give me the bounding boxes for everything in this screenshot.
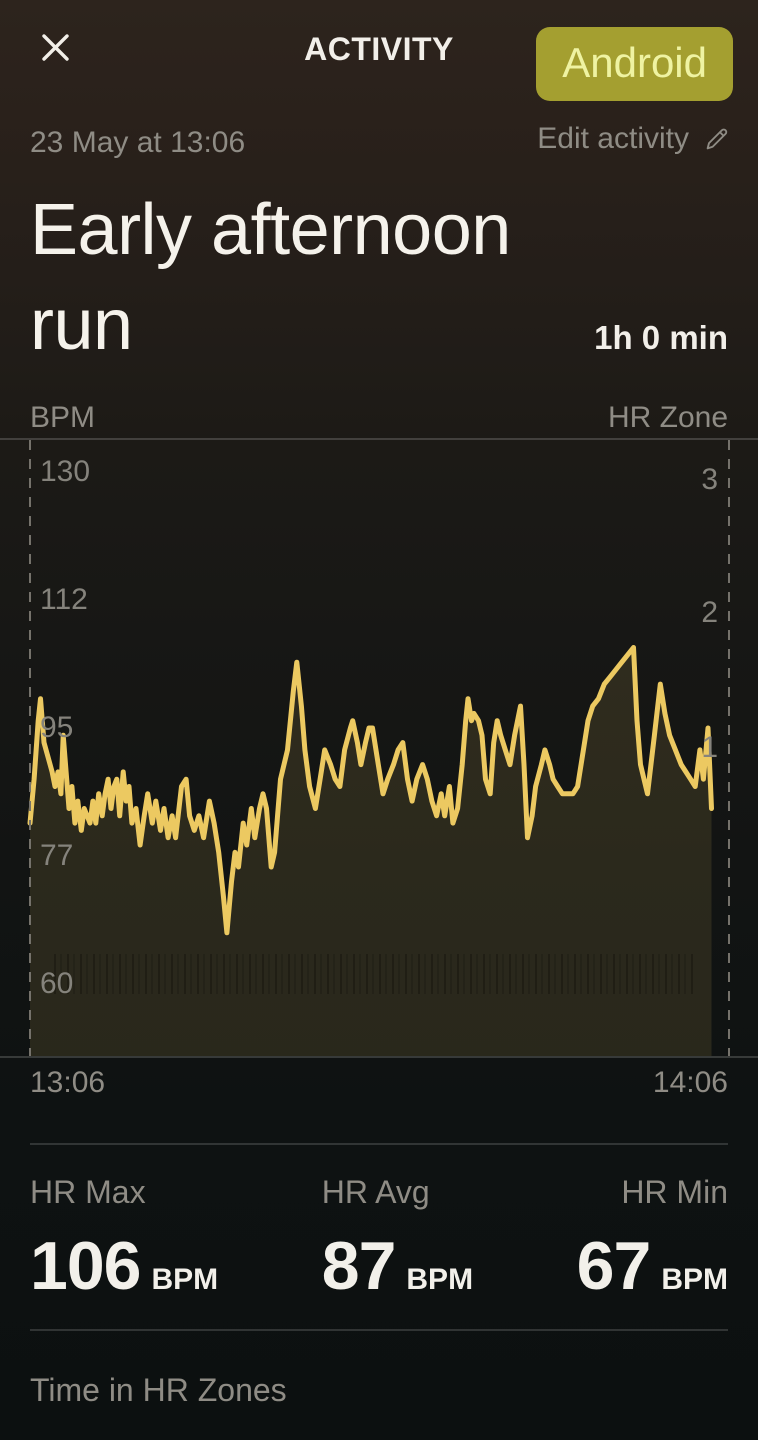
activity-duration: 1h 0 min (594, 319, 728, 356)
baseline-texture (54, 954, 694, 994)
zone-tick-2: 2 (701, 596, 718, 629)
chart-top-border (0, 438, 758, 440)
stat-hr-max: HR Max 106 BPM (30, 1174, 218, 1305)
stat-label: HR Avg (321, 1174, 430, 1210)
y-tick-112: 112 (40, 583, 88, 616)
activity-title-block: Early afternoon run 1h 0 min (30, 183, 728, 373)
activity-title-line1: Early afternoon (30, 190, 511, 270)
chart-axis-titles: BPM HR Zone (30, 401, 728, 435)
stat-value: 106 (30, 1228, 141, 1304)
stat-label: HR Min (621, 1174, 728, 1210)
time-in-hr-zones-title: Time in HR Zones (30, 1372, 287, 1408)
zone-tick-1: 1 (701, 731, 718, 764)
stat-hr-min: HR Min 67 BPM (577, 1174, 728, 1305)
chart-x-labels: 13:06 14:06 (30, 1066, 728, 1100)
zone-tick-3: 3 (701, 463, 718, 496)
pencil-icon (706, 128, 728, 150)
platform-badge[interactable]: Android (536, 27, 733, 101)
x-label-end: 14:06 (652, 1066, 728, 1099)
chart-right-dashed-line (728, 440, 730, 1056)
y-tick-60: 60 (40, 967, 74, 1000)
left-axis-title: BPM (30, 401, 96, 434)
stat-unit: BPM (661, 1263, 728, 1296)
stat-hr-avg: HR Avg 87 BPM (322, 1174, 473, 1305)
stat-value: 87 (321, 1228, 397, 1304)
stat-value: 67 (576, 1228, 652, 1304)
hr-area-fill (30, 647, 712, 1056)
right-axis-title: HR Zone (607, 401, 728, 434)
divider (30, 1143, 728, 1145)
y-tick-130: 130 (40, 455, 91, 488)
page-title: ACTIVITY (304, 31, 454, 67)
y-tick-95: 95 (40, 711, 74, 744)
divider (30, 1329, 728, 1331)
stat-unit: BPM (406, 1263, 474, 1296)
hr-line-chart (27, 645, 714, 1056)
heart-rate-chart[interactable]: 130 112 95 77 60 3 2 1 (0, 438, 758, 1058)
x-label-start: 13:06 (30, 1066, 106, 1099)
chart-left-dashed-line (29, 440, 31, 1056)
stat-label: HR Max (30, 1174, 146, 1210)
stat-unit: BPM (151, 1263, 219, 1296)
activity-datetime: 23 May at 13:06 (30, 126, 246, 159)
hr-line (27, 645, 714, 936)
close-icon (41, 33, 69, 61)
chart-bottom-axis (0, 1056, 758, 1058)
y-tick-77: 77 (40, 839, 74, 872)
edit-activity-label: Edit activity (537, 122, 689, 155)
hr-stats-row: HR Max 106 BPM HR Avg 87 BPM HR Min 67 B… (30, 1174, 728, 1305)
activity-title-line2: run (30, 285, 133, 365)
edit-activity-button[interactable]: Edit activity (537, 122, 732, 156)
close-button[interactable] (30, 22, 80, 72)
